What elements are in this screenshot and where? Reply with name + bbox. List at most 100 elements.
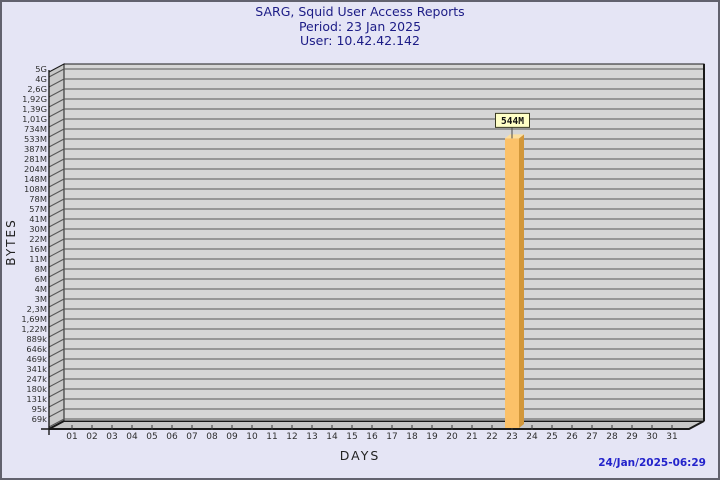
y-tick <box>48 78 65 88</box>
chart-title: SARG, Squid User Access Reports <box>255 4 465 19</box>
x-tick-label: 16 <box>366 432 378 442</box>
x-tick-label: 13 <box>306 432 317 442</box>
y-tick-label: 108M <box>24 184 47 194</box>
y-tick-label: 1,22M <box>21 324 47 334</box>
y-tick <box>48 208 65 218</box>
y-tick <box>48 258 65 268</box>
x-tick-label: 11 <box>266 432 277 442</box>
chart-period: Period: 23 Jan 2025 <box>298 18 422 34</box>
plot-back-panel <box>63 63 705 422</box>
bar-top <box>505 134 524 139</box>
y-tick <box>48 408 65 418</box>
y-tick <box>48 338 65 348</box>
y-tick-label: 8M <box>35 264 47 274</box>
x-tick-label: 04 <box>126 432 138 442</box>
y-tick <box>48 308 65 318</box>
y-axis-title: BYTES <box>4 218 18 266</box>
y-tick <box>48 348 65 358</box>
x-tick-label: 30 <box>646 432 658 442</box>
y-tick <box>48 158 65 168</box>
y-tick-label: 2,3M <box>27 304 47 314</box>
y-tick-label: 95k <box>32 404 48 414</box>
x-tick-label: 19 <box>426 432 438 442</box>
x-tick-label: 23 <box>506 432 517 442</box>
x-tick-label: 27 <box>586 432 597 442</box>
x-tick-label: 26 <box>566 432 578 442</box>
x-tick-label: 18 <box>406 432 418 442</box>
y-tick <box>48 318 65 328</box>
y-tick <box>48 278 65 288</box>
y-tick-label: 3M <box>35 294 47 304</box>
y-tick-label: 646k <box>26 344 47 354</box>
y-tick-label: 6M <box>35 274 47 284</box>
y-tick-label: 734M <box>24 124 47 134</box>
x-tick-label: 24 <box>526 432 538 442</box>
y-tick-label: 131k <box>26 394 47 404</box>
y-tick-label: 281M <box>24 154 47 164</box>
bar-side <box>519 134 524 429</box>
y-tick <box>48 328 65 338</box>
bar-value-box <box>495 112 530 128</box>
y-tick <box>48 238 65 248</box>
x-axis-title: DAYS <box>339 448 381 463</box>
y-tick-label: 1,39G <box>22 104 47 114</box>
x-tick-label: 21 <box>466 432 477 442</box>
y-tick <box>48 88 65 98</box>
y-tick-label: 69k <box>32 414 48 424</box>
y-tick <box>48 268 65 278</box>
y-tick <box>48 388 65 398</box>
y-tick-label: 57M <box>29 204 47 214</box>
x-tick-label: 02 <box>86 432 97 442</box>
x-tick-label: 20 <box>446 432 458 442</box>
y-tick-label: 41M <box>29 214 47 224</box>
y-tick-label: 387M <box>24 144 47 154</box>
x-tick-label: 12 <box>286 432 297 442</box>
bar-front <box>505 138 519 429</box>
y-tick <box>48 378 65 388</box>
y-tick-label: 4G <box>35 74 47 84</box>
y-tick-labels: 5G4G2,6G1,92G1,39G1,01G734M533M387M281M2… <box>21 64 47 424</box>
y-tick-label: 1,92G <box>22 94 47 104</box>
y-tick <box>48 98 65 108</box>
y-tick <box>48 288 65 298</box>
x-tick-label: 01 <box>66 432 77 442</box>
x-tick-label: 22 <box>486 432 497 442</box>
y-tick <box>48 198 65 208</box>
y-tick-label: 889k <box>26 334 47 344</box>
y-tick-label: 78M <box>29 194 47 204</box>
y-tick <box>48 168 65 178</box>
x-tick-label: 05 <box>146 432 157 442</box>
y-tick <box>48 418 65 428</box>
y-tick <box>48 228 65 238</box>
y-tick-label: 180k <box>26 384 47 394</box>
bar-value-label: 544M <box>501 116 524 127</box>
y-tick <box>48 128 65 138</box>
x-tick-labels: 01 02 03 04 05 06 07 08 09 10 11 12 13 14 15 16 17 18 19 20… <box>66 432 677 442</box>
y-tick <box>48 178 65 188</box>
y-tick <box>48 108 65 118</box>
y-tick-label: 469k <box>26 354 47 364</box>
generation-timestamp: 24/Jan/2025-06:29 <box>598 457 706 469</box>
chart-title-block: SARG, Squid User Access Reports Period: … <box>2 4 718 49</box>
y-tick-label: 341k <box>26 364 47 374</box>
y-tick-label: 148M <box>24 174 47 184</box>
y-tick-label: 30M <box>29 224 47 234</box>
x-tick-label: 17 <box>386 432 397 442</box>
y-tick-label: 16M <box>29 244 47 254</box>
y-tick <box>48 188 65 198</box>
x-tick-label: 29 <box>626 432 638 442</box>
y-tick <box>48 118 65 128</box>
y-tick-label: 5G <box>35 64 47 74</box>
x-tick-label: 09 <box>226 432 238 442</box>
y-tick <box>48 298 65 308</box>
y-tick-label: 4M <box>35 284 47 294</box>
x-tick-label: 28 <box>606 432 618 442</box>
x-tick-label: 10 <box>246 432 258 442</box>
y-tick-label: 247k <box>26 374 47 384</box>
y-tick <box>48 138 65 148</box>
y-tick <box>48 218 65 228</box>
x-tick-label: 08 <box>206 432 218 442</box>
x-tick-label: 06 <box>166 432 178 442</box>
